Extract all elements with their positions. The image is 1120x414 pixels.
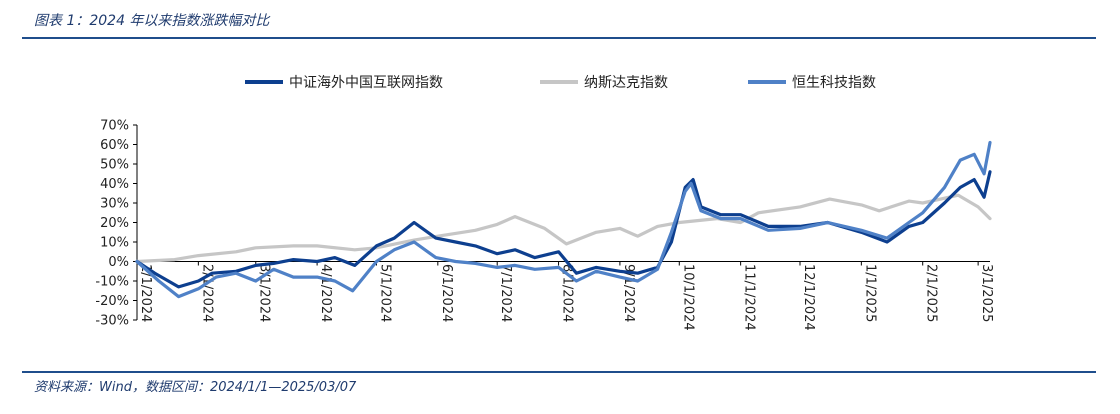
figure-source: 资料来源：Wind，数据区间：2024/1/1—2025/03/07 xyxy=(34,380,357,395)
series-line-0 xyxy=(135,170,992,289)
y-tick-label: 0% xyxy=(108,255,129,270)
y-tick-label: 10% xyxy=(100,236,129,251)
legend-label-2: 恒生科技指数 xyxy=(792,75,876,91)
x-tick-label: 6/1/2024 xyxy=(439,264,454,322)
x-tick-label: 11/1/2024 xyxy=(742,264,757,331)
bottom-rule xyxy=(22,371,1096,373)
x-tick-label: 4/1/2024 xyxy=(318,264,333,322)
series-line-2 xyxy=(135,140,992,299)
legend: 中证海外中国互联网指数 纳斯达克指数 恒生科技指数 xyxy=(245,75,876,91)
series-line-1 xyxy=(135,193,992,264)
y-tick-label: 70% xyxy=(100,119,129,134)
x-tick-label: 12/1/2024 xyxy=(801,264,816,331)
x-tick-label: 10/1/2024 xyxy=(680,264,695,331)
x-tick-label: 5/1/2024 xyxy=(377,264,392,322)
x-tick-label: 1/1/2024 xyxy=(138,264,153,322)
y-tick-label: 60% xyxy=(100,138,129,153)
y-tick-label: -10% xyxy=(95,275,129,290)
legend-label-1: 纳斯达克指数 xyxy=(584,75,668,91)
y-tick-label: -20% xyxy=(95,294,129,309)
axes: 70% 60% 50% 40% 30% 20% 10% 0% -10% -20% -30% 1/1/2… xyxy=(95,119,994,331)
x-tick-label: 7/1/2024 xyxy=(498,264,513,322)
y-tick-label: -30% xyxy=(95,314,129,329)
series-layer xyxy=(135,140,992,299)
y-tick-label: 40% xyxy=(100,177,129,192)
top-rule xyxy=(22,37,1096,39)
y-tick-label: 50% xyxy=(100,158,129,173)
legend-label-0: 中证海外中国互联网指数 xyxy=(289,75,443,91)
figure-title: 图表 1：2024 年以来指数涨跌幅对比 xyxy=(34,13,270,29)
x-tick-label: 3/1/2025 xyxy=(979,264,994,322)
x-tick-label: 1/1/2025 xyxy=(862,264,877,322)
y-tick-label: 30% xyxy=(100,197,129,212)
y-tick-label: 20% xyxy=(100,216,129,231)
x-tick-label: 2/1/2025 xyxy=(924,264,939,322)
